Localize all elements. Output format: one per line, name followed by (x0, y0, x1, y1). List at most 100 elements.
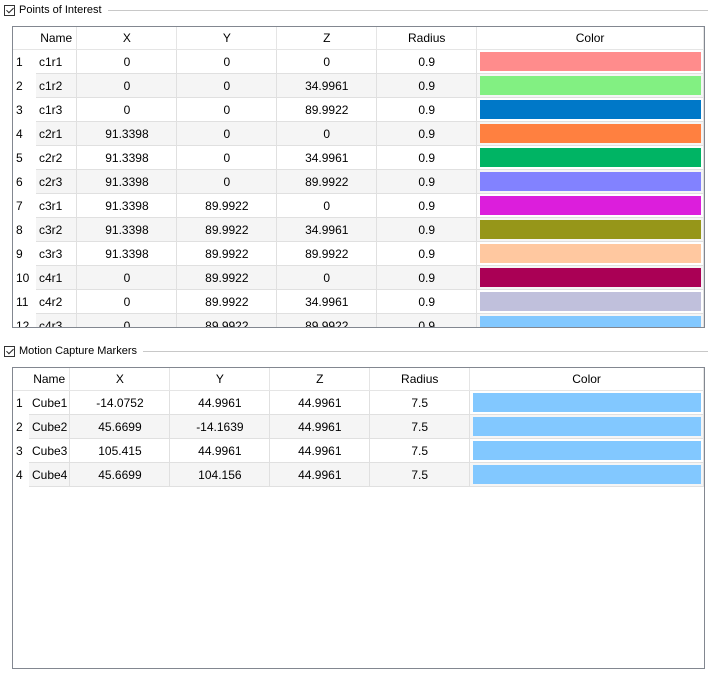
table-row[interactable]: 2 Cube2 45.6699 -14.1639 44.9961 7.5 (13, 414, 704, 439)
row-number[interactable]: 7 (13, 193, 36, 218)
color-swatch[interactable] (480, 292, 701, 311)
cell-color[interactable] (476, 217, 704, 242)
table-row[interactable]: 1 Cube1 -14.0752 44.9961 44.9961 7.5 (13, 390, 704, 415)
cell-color[interactable] (476, 241, 704, 266)
cell-x[interactable]: 0 (76, 97, 178, 122)
cell-x[interactable]: 105.415 (69, 438, 171, 463)
cell-x[interactable]: 91.3398 (76, 193, 178, 218)
cell-color[interactable] (476, 193, 704, 218)
cell-y[interactable]: 104.156 (169, 462, 271, 487)
cell-z[interactable]: 44.9961 (269, 390, 371, 415)
color-swatch[interactable] (473, 441, 701, 460)
cell-y[interactable]: 89.9922 (176, 193, 278, 218)
row-number[interactable]: 11 (13, 289, 36, 314)
mocap-col-y[interactable]: Y (169, 368, 271, 391)
mocap-corner-header[interactable] (13, 368, 29, 391)
cell-name[interactable]: c2r1 (35, 121, 78, 146)
color-swatch[interactable] (480, 148, 701, 167)
cell-x[interactable]: 91.3398 (76, 145, 178, 170)
table-row[interactable]: 3 c1r3 0 0 89.9922 0.9 (13, 97, 704, 122)
table-row[interactable]: 9 c3r3 91.3398 89.9922 89.9922 0.9 (13, 241, 704, 266)
cell-name[interactable]: c2r3 (35, 169, 78, 194)
cell-y[interactable]: 44.9961 (169, 390, 271, 415)
cell-radius[interactable]: 7.5 (369, 438, 471, 463)
table-row[interactable]: 11 c4r2 0 89.9922 34.9961 0.9 (13, 289, 704, 314)
cell-y[interactable]: 89.9922 (176, 241, 278, 266)
cell-color[interactable] (476, 313, 704, 327)
color-swatch[interactable] (480, 124, 701, 143)
row-number[interactable]: 12 (13, 313, 36, 327)
color-swatch[interactable] (480, 76, 701, 95)
table-row[interactable]: 3 Cube3 105.415 44.9961 44.9961 7.5 (13, 438, 704, 463)
cell-color[interactable] (476, 169, 704, 194)
cell-radius[interactable]: 0.9 (376, 241, 478, 266)
cell-name[interactable]: c2r2 (35, 145, 78, 170)
row-number[interactable]: 10 (13, 265, 36, 290)
poi-col-x[interactable]: X (76, 27, 178, 50)
cell-x[interactable]: 91.3398 (76, 217, 178, 242)
table-row[interactable]: 10 c4r1 0 89.9922 0 0.9 (13, 265, 704, 290)
cell-color[interactable] (476, 73, 704, 98)
poi-corner-header[interactable] (13, 27, 36, 50)
row-number[interactable]: 8 (13, 217, 36, 242)
color-swatch[interactable] (480, 100, 701, 119)
cell-x[interactable]: 45.6699 (69, 414, 171, 439)
cell-name[interactable]: c3r2 (35, 217, 78, 242)
cell-color[interactable] (476, 145, 704, 170)
cell-name[interactable]: c4r2 (35, 289, 78, 314)
cell-radius[interactable]: 0.9 (376, 121, 478, 146)
cell-y[interactable]: 89.9922 (176, 313, 278, 327)
row-number[interactable]: 4 (13, 462, 29, 487)
mocap-checkbox[interactable] (4, 345, 15, 357)
cell-name[interactable]: c3r1 (35, 193, 78, 218)
poi-col-z[interactable]: Z (276, 27, 378, 50)
row-number[interactable]: 1 (13, 49, 36, 74)
mocap-table[interactable]: Name X Y Z Radius Color 1 Cube1 -14.0752 44… (12, 367, 705, 669)
cell-z[interactable]: 34.9961 (276, 73, 378, 98)
poi-col-radius[interactable]: Radius (376, 27, 478, 50)
cell-color[interactable] (476, 265, 704, 290)
cell-y[interactable]: 89.9922 (176, 289, 278, 314)
cell-color[interactable] (469, 462, 704, 487)
cell-x[interactable]: 0 (76, 313, 178, 327)
color-swatch[interactable] (480, 52, 701, 71)
cell-z[interactable]: 44.9961 (269, 462, 371, 487)
cell-x[interactable]: 0 (76, 265, 178, 290)
color-swatch[interactable] (480, 196, 701, 215)
cell-y[interactable]: 0 (176, 49, 278, 74)
cell-radius[interactable]: 0.9 (376, 193, 478, 218)
color-swatch[interactable] (473, 393, 701, 412)
table-row[interactable]: 2 c1r2 0 0 34.9961 0.9 (13, 73, 704, 98)
row-number[interactable]: 9 (13, 241, 36, 266)
table-row[interactable]: 1 c1r1 0 0 0 0.9 (13, 49, 704, 74)
cell-name[interactable]: c4r3 (35, 313, 78, 327)
cell-y[interactable]: 0 (176, 97, 278, 122)
mocap-col-z[interactable]: Z (269, 368, 371, 391)
cell-z[interactable]: 44.9961 (269, 414, 371, 439)
cell-radius[interactable]: 0.9 (376, 145, 478, 170)
color-swatch[interactable] (473, 417, 701, 436)
table-row[interactable]: 5 c2r2 91.3398 0 34.9961 0.9 (13, 145, 704, 170)
cell-y[interactable]: -14.1639 (169, 414, 271, 439)
cell-radius[interactable]: 0.9 (376, 217, 478, 242)
cell-z[interactable]: 89.9922 (276, 97, 378, 122)
cell-name[interactable]: c4r1 (35, 265, 78, 290)
color-swatch[interactable] (473, 465, 701, 484)
table-row[interactable]: 8 c3r2 91.3398 89.9922 34.9961 0.9 (13, 217, 704, 242)
cell-x[interactable]: 91.3398 (76, 169, 178, 194)
cell-z[interactable]: 89.9922 (276, 313, 378, 327)
color-swatch[interactable] (480, 244, 701, 263)
row-number[interactable]: 1 (13, 390, 29, 415)
cell-z[interactable]: 0 (276, 49, 378, 74)
cell-radius[interactable]: 0.9 (376, 73, 478, 98)
cell-name[interactable]: c1r2 (35, 73, 78, 98)
cell-x[interactable]: 0 (76, 49, 178, 74)
cell-name[interactable]: Cube3 (28, 438, 71, 463)
mocap-col-radius[interactable]: Radius (369, 368, 471, 391)
color-swatch[interactable] (480, 172, 701, 191)
table-row[interactable]: 7 c3r1 91.3398 89.9922 0 0.9 (13, 193, 704, 218)
cell-y[interactable]: 89.9922 (176, 217, 278, 242)
cell-x[interactable]: 91.3398 (76, 121, 178, 146)
cell-z[interactable]: 44.9961 (269, 438, 371, 463)
cell-x[interactable]: 91.3398 (76, 241, 178, 266)
